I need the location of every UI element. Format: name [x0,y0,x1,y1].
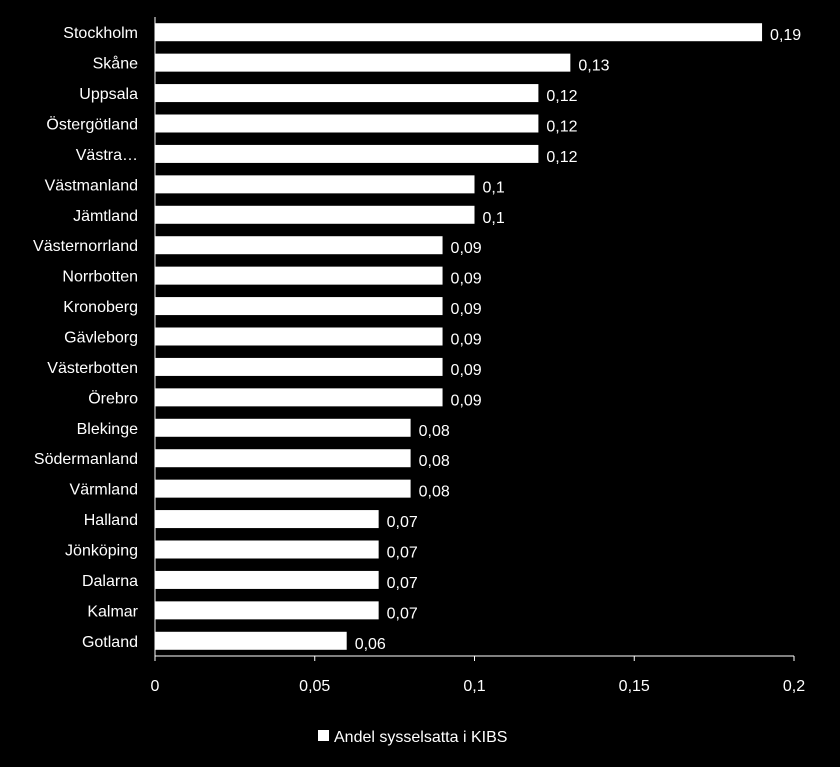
legend-swatch [318,730,329,741]
data-label: 0,07 [387,575,418,592]
data-label: 0,09 [451,271,482,288]
data-label: 0,06 [355,636,386,653]
data-label: 0,09 [451,332,482,349]
category-label: Västernorrland [33,238,138,255]
x-tick-label: 0,1 [463,678,485,695]
bar [155,540,379,559]
x-axis-ticks: 0 0,05 0,1 0,15 0,2 [151,656,805,695]
data-label: 0,12 [546,88,577,105]
x-tick-label: 0 [151,678,160,695]
category-label: Gotland [82,634,138,651]
category-label: Örebro [88,389,138,407]
x-tick-label: 0,15 [619,678,650,695]
data-label: 0,09 [451,392,482,409]
bar [155,175,475,194]
bar [155,510,379,529]
bar [155,357,443,376]
category-label: Södermanland [34,451,138,468]
bar [155,570,379,589]
category-label: Stockholm [63,25,138,42]
bar [155,327,443,346]
bars-group [155,23,763,650]
category-label: Kalmar [87,603,138,620]
category-label: Gävleborg [64,330,138,347]
data-label: 0,09 [451,240,482,257]
data-label: 0,08 [419,484,450,501]
data-label: 0,08 [419,453,450,470]
legend: Andel sysselsatta i KIBS [318,729,507,746]
bar [155,601,379,620]
category-label: Kronoberg [63,299,138,316]
bar [155,114,539,133]
data-label: 0,12 [546,119,577,136]
data-label: 0,07 [387,545,418,562]
category-label: Dalarna [82,573,138,590]
category-labels: Stockholm Skåne Uppsala Östergötland Västra…… [33,25,139,651]
bar [155,418,411,437]
data-label: 0,08 [419,423,450,440]
category-label: Östergötland [46,116,138,134]
x-tick-label: 0,05 [299,678,330,695]
bar [155,631,347,650]
category-label: Jämtland [73,208,138,225]
bar [155,449,411,468]
data-label: 0,09 [451,362,482,379]
data-label: 0,07 [387,605,418,622]
data-label: 0,09 [451,301,482,318]
bar [155,23,763,42]
category-label: Norrbotten [62,269,138,286]
data-label: 0,13 [578,58,609,75]
bar [155,479,411,498]
data-label: 0,07 [387,514,418,531]
data-label: 0,1 [483,210,505,227]
bar [155,144,539,163]
category-label: Blekinge [77,421,138,438]
bar [155,205,475,224]
data-label: 0,1 [483,179,505,196]
bar [155,84,539,103]
category-label: Halland [84,512,138,529]
data-labels: 0,190,130,120,120,120,10,10,090,090,090,… [355,27,802,653]
category-label: Värmland [70,482,138,499]
legend-label: Andel sysselsatta i KIBS [334,729,507,746]
bar [155,266,443,285]
category-label: Västmanland [45,177,138,194]
bar [155,53,571,72]
bar [155,388,443,407]
bar [155,236,443,255]
data-label: 0,19 [770,27,801,44]
category-label: Västra… [76,147,138,164]
category-label: Västerbotten [47,360,138,377]
x-tick-label: 0,2 [783,678,805,695]
data-label: 0,12 [546,149,577,166]
category-label: Skåne [93,55,138,73]
category-label: Uppsala [79,86,138,103]
category-label: Jönköping [65,543,138,560]
bar [155,297,443,316]
